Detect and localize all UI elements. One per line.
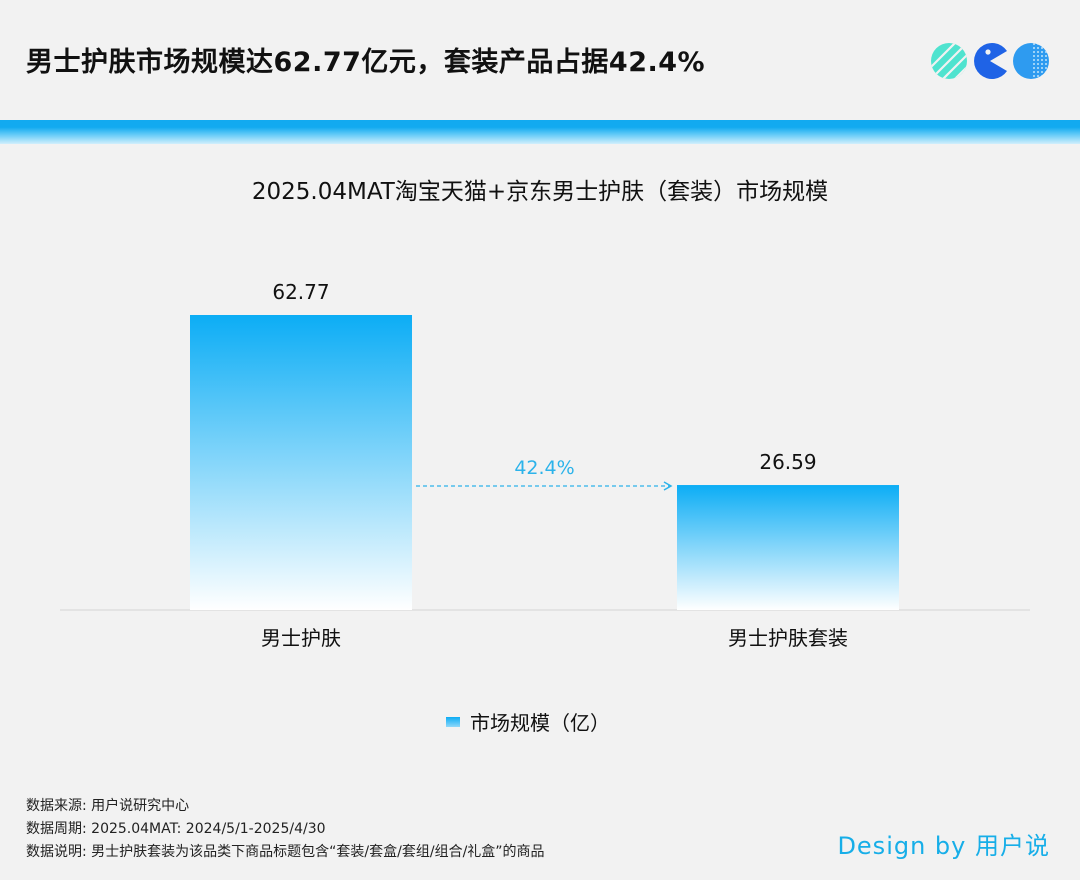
- footnotes: 数据来源: 用户说研究中心 数据周期: 2025.04MAT: 2024/5/1…: [26, 795, 545, 864]
- bar-chart: 62.77 男士护肤 26.59 男士护肤套装 42.4%: [60, 280, 1030, 650]
- x-tick-label: 男士护肤套装: [728, 626, 848, 650]
- brand-signature: Design by 用户说: [837, 832, 1050, 860]
- pacman-icon: [974, 43, 1007, 79]
- legend: 市场规模（亿）: [446, 707, 610, 736]
- dotted-circle-icon: [1013, 43, 1049, 79]
- striped-circle-icon: [931, 43, 967, 79]
- headline: 男士护肤市场规模达62.77亿元，套装产品占据42.4%: [26, 47, 706, 78]
- header: 男士护肤市场规模达62.77亿元，套装产品占据42.4%: [0, 0, 1080, 120]
- note-description: 数据说明: 男士护肤套装为该品类下商品标题包含“套装/套盒/套组/组合/礼盒”的…: [26, 844, 545, 860]
- note-source: 数据来源: 用户说研究中心: [26, 798, 190, 814]
- data-label: 62.77: [272, 280, 329, 304]
- x-tick-label: 男士护肤: [261, 626, 341, 650]
- legend-swatch: [446, 716, 460, 727]
- accent-stripe: [0, 120, 1080, 144]
- bar: [190, 315, 412, 610]
- chart-title: 2025.04MAT淘宝天猫+京东男士护肤（套装）市场规模: [251, 179, 829, 205]
- note-period: 数据周期: 2025.04MAT: 2024/5/1-2025/4/30: [26, 821, 326, 837]
- data-label: 26.59: [759, 450, 816, 474]
- share-annotation: 42.4%: [514, 457, 574, 479]
- bar: [677, 485, 899, 610]
- legend-label: 市场规模（亿）: [470, 711, 610, 735]
